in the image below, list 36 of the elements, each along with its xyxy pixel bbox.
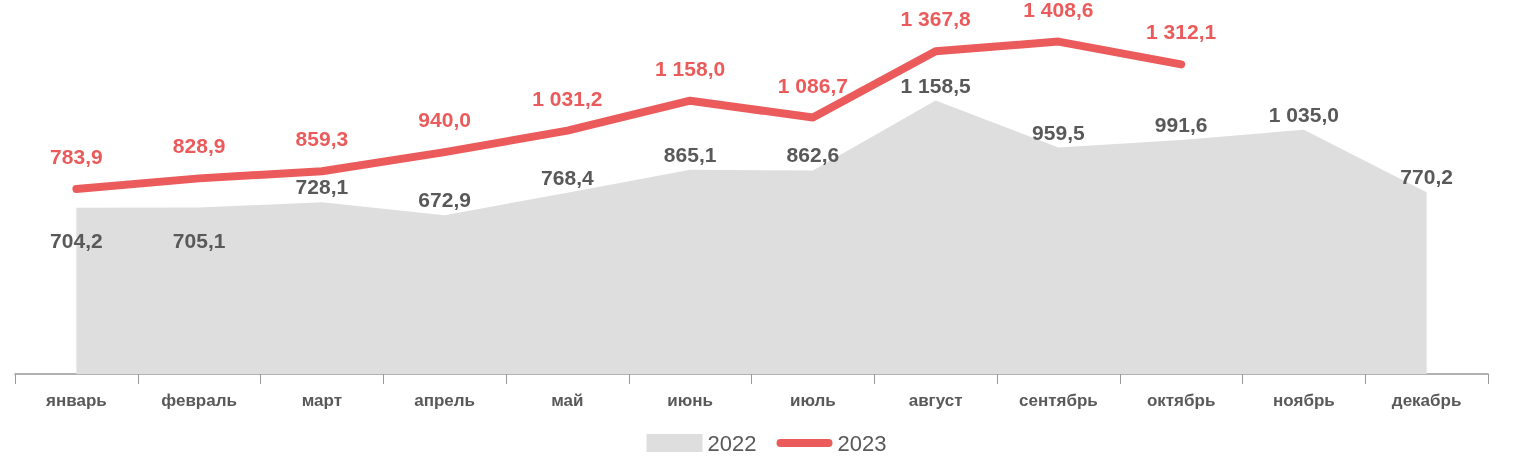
data-label: 770,2: [1400, 165, 1453, 189]
data-label: 859,3: [295, 127, 349, 151]
data-label: 959,5: [1032, 120, 1085, 144]
data-label: 672,9: [418, 188, 471, 212]
data-label: 1 035,0: [1268, 102, 1339, 126]
data-label: 991,6: [1154, 112, 1208, 136]
x-tick-label: ноябрь: [1273, 391, 1335, 410]
legend-label: 2023: [837, 430, 887, 456]
x-tick-label: февраль: [161, 391, 237, 410]
x-tick-label: декабрь: [1391, 391, 1462, 410]
data-label: 1 158,5: [900, 73, 971, 97]
data-label: 1 158,0: [655, 56, 726, 80]
data-label: 828,9: [172, 134, 226, 158]
data-label: 1 408,6: [1023, 0, 1094, 21]
x-tick-label: июль: [789, 391, 836, 410]
data-label: 1 086,7: [777, 73, 848, 97]
data-label: 1 031,2: [532, 86, 603, 110]
legend-label: 2022: [707, 430, 757, 456]
data-label: 1 367,8: [900, 7, 971, 31]
x-tick-label: март: [301, 391, 343, 410]
data-label: 768,4: [541, 165, 594, 189]
x-tick-label: апрель: [414, 391, 476, 410]
x-tick-label: октябрь: [1146, 391, 1216, 410]
data-label: 705,1: [172, 228, 226, 252]
x-tick-label: июнь: [667, 391, 713, 410]
data-label: 728,1: [295, 175, 349, 199]
x-tick-label: январь: [45, 391, 107, 410]
x-tick-label: август: [908, 391, 963, 410]
x-tick-label: май: [551, 391, 584, 410]
data-label: 1 312,1: [1146, 20, 1217, 44]
data-label: 862,6: [786, 143, 840, 167]
data-label: 940,0: [418, 108, 471, 132]
data-label: 783,9: [50, 145, 103, 168]
data-label: 704,2: [50, 228, 103, 252]
x-tick-label: сентябрь: [1018, 391, 1098, 410]
data-label: 865,1: [663, 142, 717, 166]
